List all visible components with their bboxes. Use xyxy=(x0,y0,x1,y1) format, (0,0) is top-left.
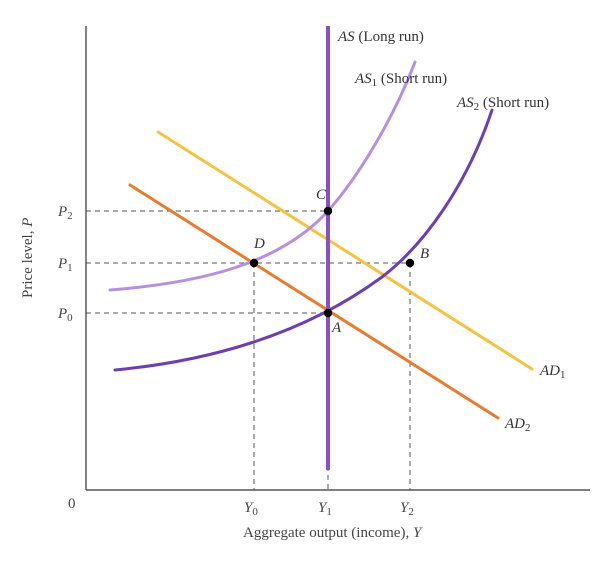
as1-label: AS1 (Short run) xyxy=(354,71,447,89)
point-D xyxy=(250,259,258,267)
origin-label: 0 xyxy=(68,496,76,512)
point-B xyxy=(406,259,414,267)
point-label-C: C xyxy=(316,187,327,203)
chart-bg xyxy=(0,0,604,564)
x-axis-title: Aggregate output (income), Y xyxy=(243,525,423,541)
y-axis-title: Price level, P xyxy=(20,218,36,298)
asad-chart: ABCDP0P1P2Y0Y1Y20AS (Long run)AS1 (Short… xyxy=(0,0,604,564)
point-label-B: B xyxy=(420,246,429,262)
point-label-A: A xyxy=(331,320,342,336)
point-label-D: D xyxy=(253,236,265,252)
as2-label: AS2 (Short run) xyxy=(456,95,549,113)
point-A xyxy=(324,309,332,317)
point-C xyxy=(324,207,332,215)
chart-svg: ABCDP0P1P2Y0Y1Y20AS (Long run)AS1 (Short… xyxy=(0,0,604,564)
lras-label: AS (Long run) xyxy=(337,29,424,45)
